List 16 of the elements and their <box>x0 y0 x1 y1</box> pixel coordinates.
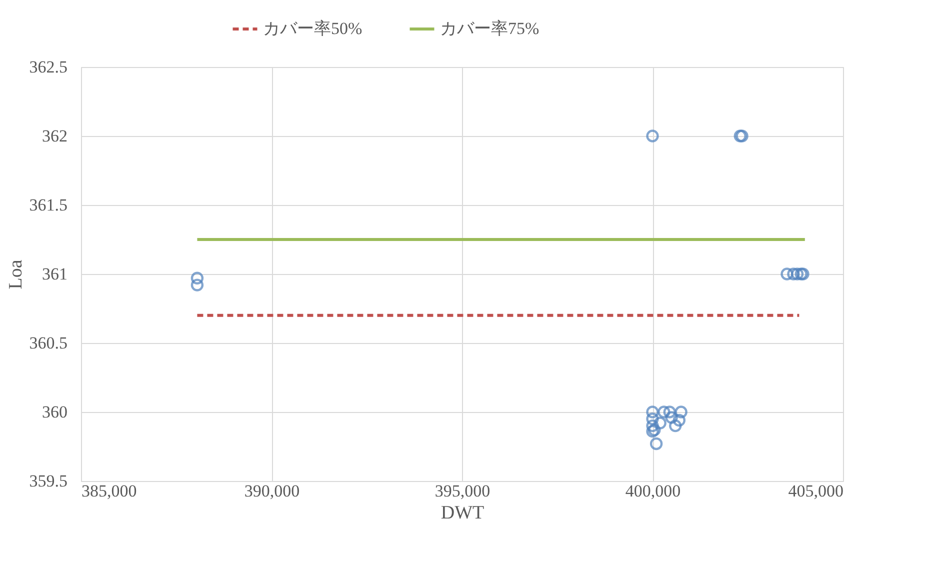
y-tick-label: 359.5 <box>29 472 68 490</box>
x-tick-label: 390,000 <box>244 482 300 500</box>
y-tick-label: 360.5 <box>29 334 68 352</box>
legend-label: カバー率50% <box>263 19 362 38</box>
y-axis-title: Loa <box>5 259 26 290</box>
legend-label: カバー率75% <box>440 19 540 38</box>
y-tick-label: 360 <box>42 402 68 422</box>
x-axis-title: DWT <box>440 502 485 524</box>
y-tick-label: 362 <box>42 126 68 146</box>
x-tick-label: 395,000 <box>434 482 490 500</box>
y-tick-label: 362.5 <box>29 58 68 76</box>
y-tick-label: 361 <box>42 264 68 284</box>
x-tick-label: 405,000 <box>788 482 844 500</box>
x-tick-label: 400,000 <box>625 482 681 500</box>
y-tick-label: 361.5 <box>29 196 68 214</box>
x-tick-label: 385,000 <box>82 482 137 500</box>
